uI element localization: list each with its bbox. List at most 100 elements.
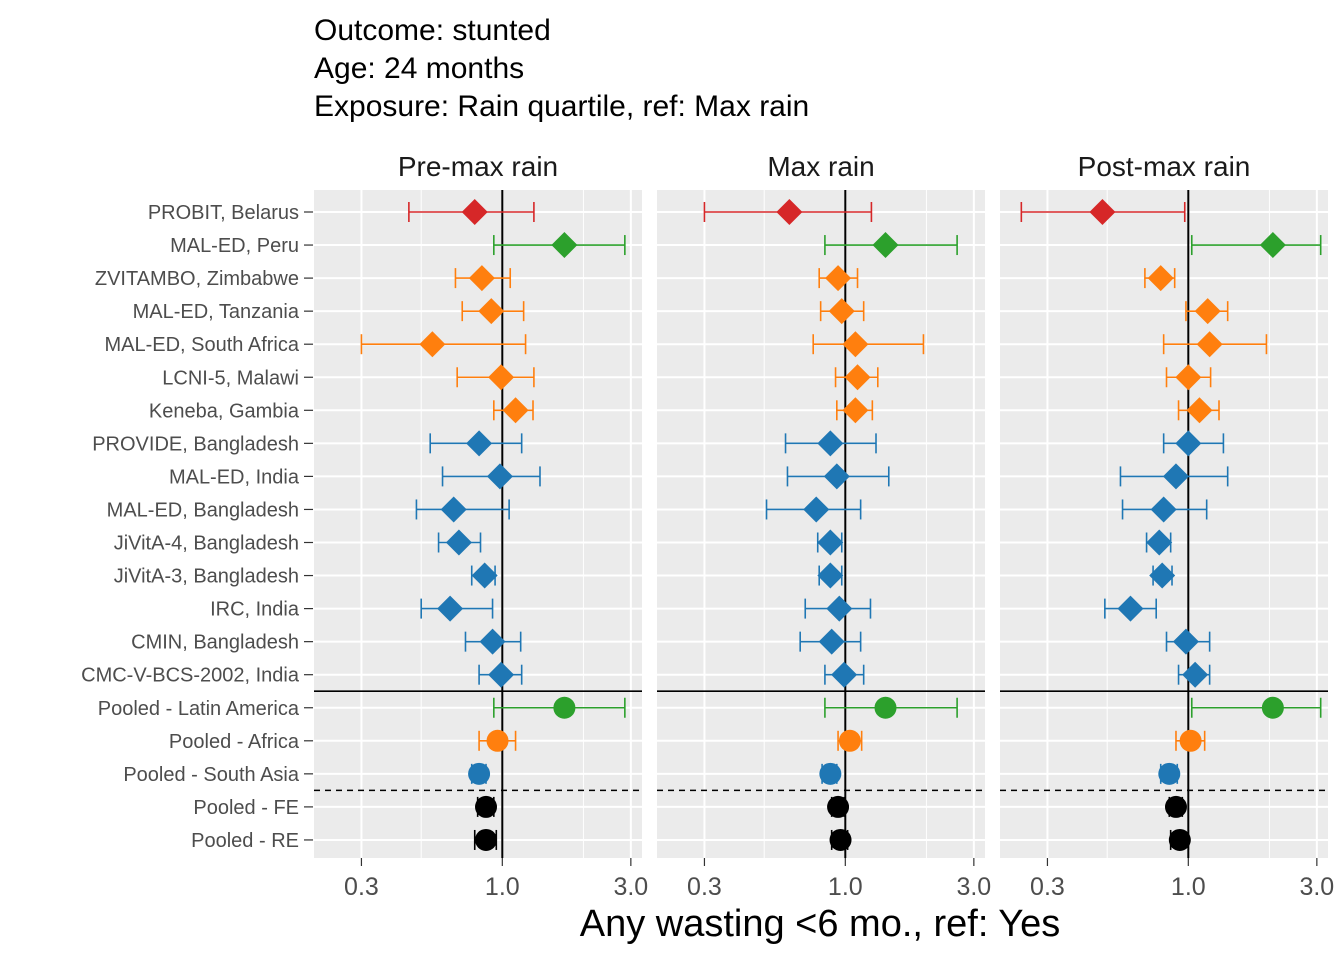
point-estimate <box>486 463 513 490</box>
point-estimate <box>479 628 506 655</box>
point-estimate <box>488 364 515 391</box>
point-estimate <box>817 430 844 457</box>
point-estimate <box>842 331 869 358</box>
pooled-estimate <box>829 828 852 851</box>
point-estimate <box>803 496 830 523</box>
point-estimate <box>1089 199 1116 225</box>
y-tick-label: PROBIT, Belarus <box>148 202 299 224</box>
point-estimate <box>1149 562 1176 589</box>
point-estimate <box>817 562 844 589</box>
point-estimate <box>502 397 529 424</box>
error-bar <box>1190 235 1322 256</box>
pooled-estimate <box>838 729 861 752</box>
y-tick-label: PROVIDE, Bangladesh <box>92 433 299 455</box>
y-tick-label: CMC-V-BCS-2002, India <box>81 665 300 687</box>
panel-1: 0.3 1.0 3.0 <box>314 190 648 901</box>
y-tick-label: MAL-ED, Bangladesh <box>107 499 299 521</box>
panels: 0.3 1.0 3.0 0.3 1.0 3.0 0.3 1.0 3.0 <box>314 190 1334 901</box>
y-tick-label: ZVITAMBO, Zimbabwe <box>95 268 299 290</box>
panel-strip-label-2: Max rain <box>767 151 874 182</box>
title-line-1: Outcome: stunted <box>314 14 551 47</box>
y-tick-label: Pooled - Latin America <box>98 698 300 720</box>
y-tick-label: Pooled - Africa <box>169 731 300 753</box>
point-estimate <box>828 298 855 325</box>
point-estimate <box>445 529 472 556</box>
point-estimate <box>823 463 850 490</box>
point-estimate <box>1162 463 1189 490</box>
chart-title: Outcome: stunted Age: 24 months Exposure: … <box>314 14 809 123</box>
x-tick-label: 3.0 <box>1299 873 1334 901</box>
x-tick-label: 1.0 <box>828 873 863 901</box>
point-estimate <box>1186 397 1213 424</box>
y-tick-label: JiVitA-4, Bangladesh <box>114 533 299 555</box>
pooled-estimate <box>819 762 842 785</box>
point-estimate <box>1117 595 1144 622</box>
panel-background <box>1000 190 1328 858</box>
point-estimate <box>471 562 498 589</box>
y-tick-label: MAL-ED, India <box>169 466 300 488</box>
x-tick-label: 0.3 <box>344 873 379 901</box>
point-estimate <box>1175 364 1202 391</box>
point-estimate <box>817 529 844 556</box>
point-estimate <box>419 331 446 358</box>
pooled-estimate <box>475 828 498 851</box>
x-tick-label: 3.0 <box>956 873 991 901</box>
x-tick-label: 0.3 <box>687 873 722 901</box>
pooled-estimate <box>553 696 576 719</box>
pooled-estimate <box>1261 696 1284 719</box>
panel-background <box>314 190 642 858</box>
point-estimate <box>825 265 852 292</box>
point-estimate <box>461 199 488 225</box>
point-estimate <box>1175 430 1202 457</box>
x-tick-label: 3.0 <box>613 873 648 901</box>
y-tick-label: MAL-ED, Peru <box>170 235 299 257</box>
y-axis-labels: PROBIT, Belarus MAL-ED, Peru ZVITAMBO, Zim… <box>81 202 313 852</box>
y-tick-label: LCNI-5, Malawi <box>162 367 299 389</box>
point-estimate <box>818 628 845 655</box>
y-tick-label: MAL-ED, Tanzania <box>133 301 300 323</box>
x-axis-title: Any wasting <6 mo., ref: Yes <box>580 903 1061 945</box>
point-estimate <box>1182 661 1209 688</box>
y-tick-label: Pooled - South Asia <box>123 764 300 786</box>
panel-3: 0.3 1.0 3.0 <box>1000 190 1334 901</box>
point-estimate <box>1196 331 1223 358</box>
point-estimate <box>1172 628 1199 655</box>
point-estimate <box>440 496 467 523</box>
pooled-estimate <box>486 729 509 752</box>
point-estimate <box>872 232 899 259</box>
pooled-estimate <box>874 696 897 719</box>
point-estimate <box>842 397 869 424</box>
point-estimate <box>1259 232 1286 259</box>
point-estimate <box>551 232 578 259</box>
pooled-estimate <box>475 795 498 818</box>
point-estimate <box>1150 496 1177 523</box>
point-estimate <box>478 298 505 325</box>
pooled-estimate <box>827 795 850 818</box>
point-estimate <box>488 661 515 688</box>
y-tick-label: CMIN, Bangladesh <box>131 632 299 654</box>
point-estimate <box>468 265 495 292</box>
error-bar <box>1190 697 1322 718</box>
panel-strip-label-3: Post-max rain <box>1078 151 1251 182</box>
point-estimate <box>1194 298 1221 325</box>
pooled-estimate <box>1164 795 1187 818</box>
y-tick-label: Keneba, Gambia <box>149 400 300 422</box>
point-estimate <box>826 595 853 622</box>
title-line-2: Age: 24 months <box>314 52 524 85</box>
y-tick-label: JiVitA-3, Bangladesh <box>114 566 299 588</box>
y-tick-label: MAL-ED, South Africa <box>104 334 299 356</box>
point-estimate <box>1147 265 1174 292</box>
y-tick-label: IRC, India <box>210 599 300 621</box>
x-tick-label: 0.3 <box>1030 873 1065 901</box>
point-estimate <box>1146 529 1173 556</box>
pooled-estimate <box>1168 828 1191 851</box>
y-tick-label: Pooled - RE <box>191 830 299 852</box>
panel-background <box>657 190 985 858</box>
title-line-3: Exposure: Rain quartile, ref: Max rain <box>314 90 809 123</box>
panel-strips: Pre-max rain Max rain Post-max rain <box>398 151 1250 182</box>
panel-2: 0.3 1.0 3.0 <box>657 190 991 901</box>
point-estimate <box>776 199 803 225</box>
x-tick-label: 1.0 <box>1171 873 1206 901</box>
pooled-estimate <box>468 762 491 785</box>
